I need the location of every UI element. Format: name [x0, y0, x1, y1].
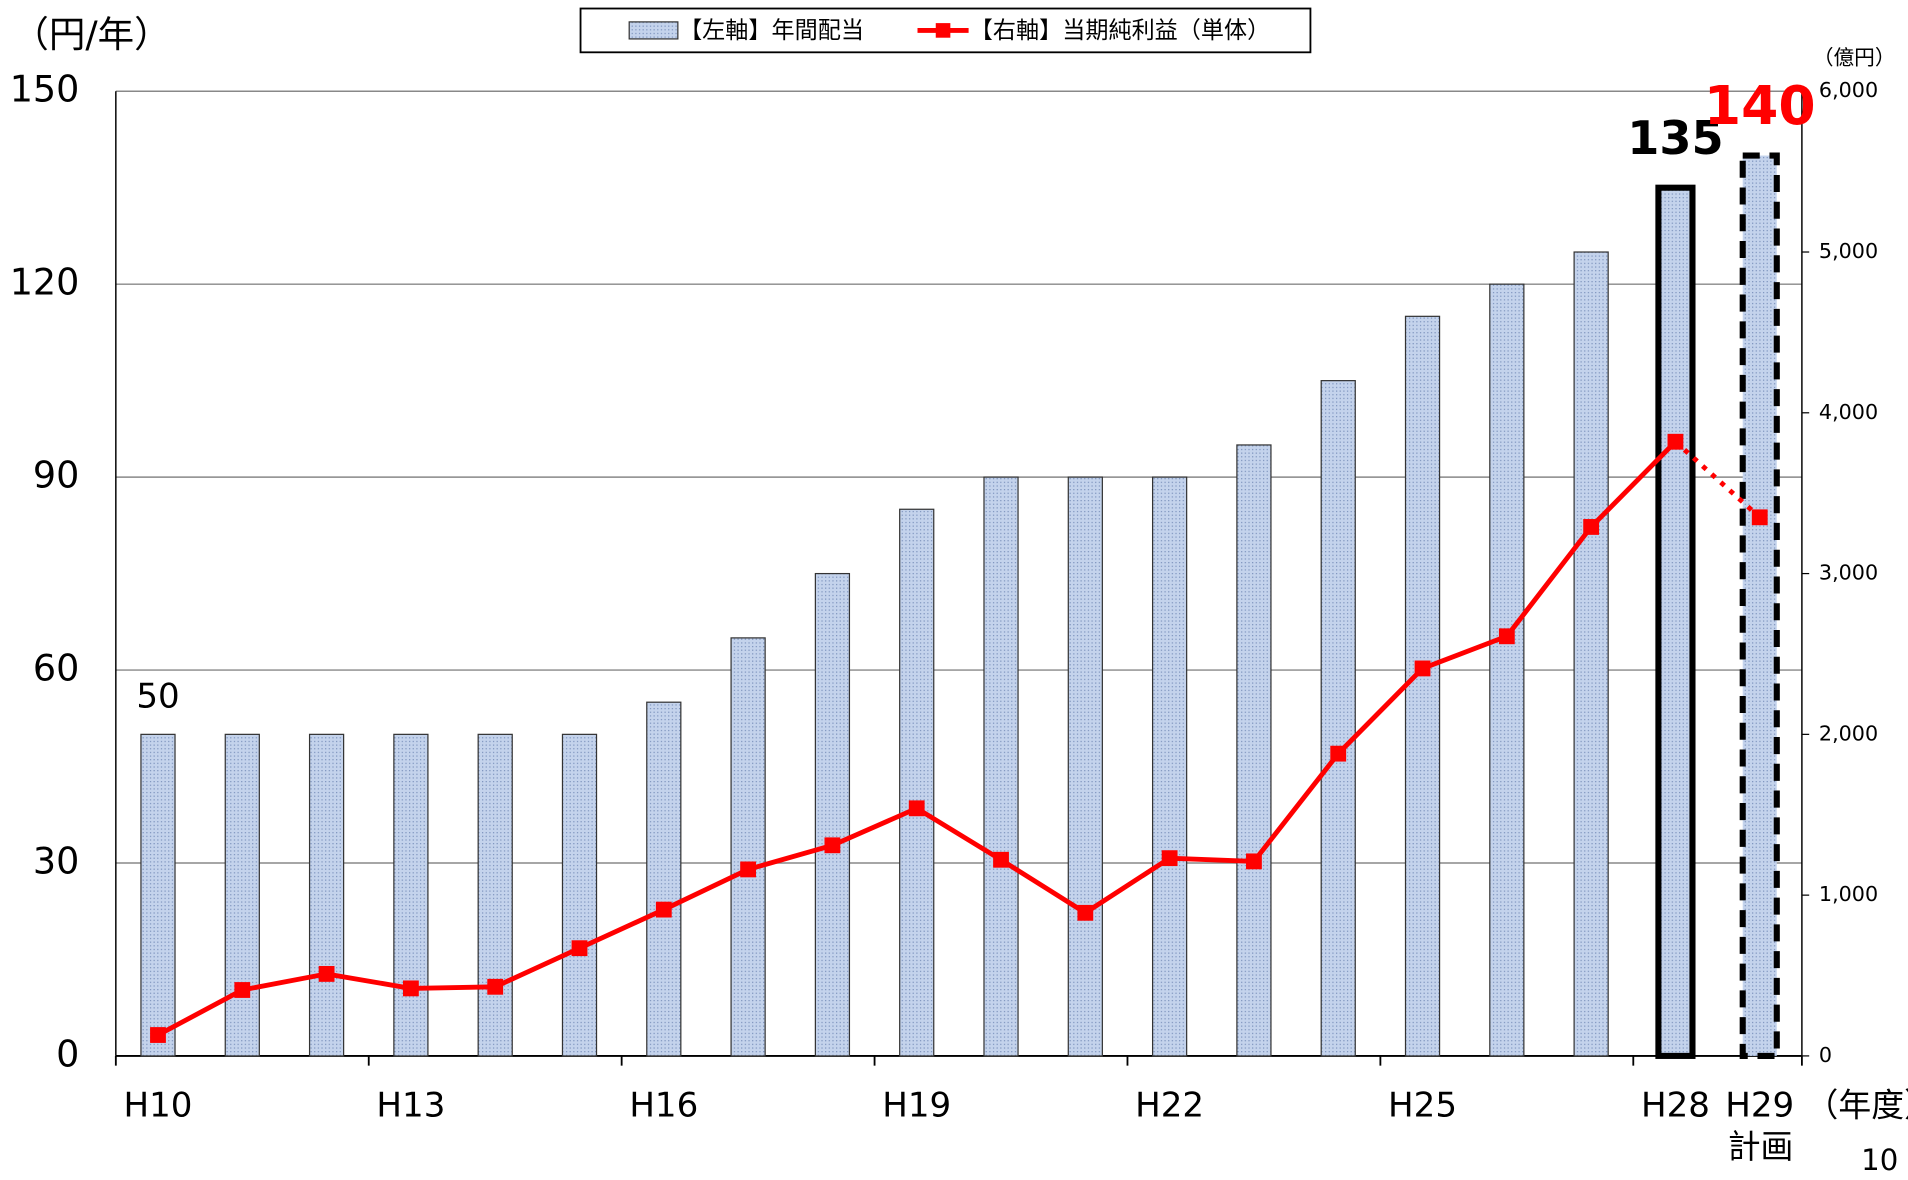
legend-label: 【左軸】年間配当	[679, 18, 864, 44]
marker	[318, 966, 335, 982]
y-tick-label: 120	[10, 261, 80, 304]
y2-tick-label: 3,000	[1819, 561, 1878, 585]
y2-tick-label: 4,000	[1819, 400, 1878, 424]
x-tick-label: H28	[1641, 1086, 1710, 1126]
marker	[1667, 433, 1684, 450]
bar	[308, 733, 345, 1057]
page-number: 10	[1861, 1143, 1898, 1177]
bar	[814, 572, 851, 1057]
y-tick-label: 150	[10, 68, 80, 111]
bar	[1404, 315, 1441, 1057]
bar	[393, 733, 429, 1057]
x-tick-label: H25	[1388, 1086, 1457, 1126]
marker	[571, 940, 588, 957]
bar	[140, 733, 176, 1057]
data-label: 50	[136, 676, 179, 716]
x-tick-label: H29	[1725, 1086, 1794, 1126]
x-tick-label: H16	[629, 1086, 698, 1126]
bar	[646, 701, 682, 1057]
y2-tick-label: 0	[1819, 1043, 1832, 1067]
y2-axis-label: （億円）	[1813, 45, 1896, 69]
data-label: 140	[1704, 74, 1816, 137]
y-tick-label: 90	[33, 454, 79, 497]
bar	[477, 733, 513, 1057]
marker	[1077, 904, 1094, 921]
marker	[1498, 628, 1515, 645]
bar	[1320, 380, 1356, 1057]
x-tick-label: H13	[376, 1086, 445, 1126]
x-tick-label: H22	[1135, 1086, 1204, 1126]
bar	[224, 733, 260, 1057]
bar	[1739, 152, 1780, 1059]
bar	[1151, 476, 1188, 1057]
marker	[824, 837, 841, 854]
forecast-label: 計画	[1728, 1128, 1794, 1166]
bar	[1655, 184, 1696, 1059]
x-tick-label: H10	[124, 1086, 193, 1126]
marker	[1414, 660, 1431, 677]
marker	[993, 851, 1009, 868]
marker	[908, 800, 925, 817]
marker	[402, 980, 419, 997]
bar	[983, 476, 1019, 1057]
marker	[655, 901, 672, 918]
marker	[1583, 519, 1600, 535]
bar	[1236, 444, 1272, 1057]
x-tick-label: H19	[882, 1086, 951, 1126]
bar	[1573, 251, 1609, 1057]
bar	[730, 637, 766, 1057]
bar	[1489, 283, 1525, 1057]
x-axis-label: （年度）	[1806, 1087, 1908, 1125]
legend-marker	[935, 23, 951, 38]
marker	[1161, 850, 1178, 867]
marker	[150, 1027, 166, 1043]
y-tick-label: 60	[33, 647, 79, 690]
marker	[234, 982, 251, 998]
y-axis-label: （円/年）	[12, 13, 170, 56]
legend-swatch	[628, 21, 679, 40]
y2-tick-label: 1,000	[1819, 882, 1878, 906]
legend-label: 【右軸】当期純利益（単体）	[970, 18, 1270, 44]
y-tick-label: 30	[33, 839, 79, 882]
marker	[1751, 509, 1768, 526]
y2-tick-label: 5,000	[1819, 239, 1878, 263]
marker	[1330, 745, 1347, 762]
bar	[899, 508, 935, 1057]
marker	[1246, 853, 1262, 870]
bar	[561, 733, 598, 1057]
y2-tick-label: 2,000	[1819, 721, 1878, 745]
marker	[740, 861, 757, 878]
y-tick-label: 0	[56, 1032, 79, 1075]
y2-tick-label: 6,000	[1819, 78, 1878, 102]
data-label: 135	[1627, 111, 1723, 165]
marker	[487, 978, 504, 995]
bar	[1067, 476, 1103, 1057]
